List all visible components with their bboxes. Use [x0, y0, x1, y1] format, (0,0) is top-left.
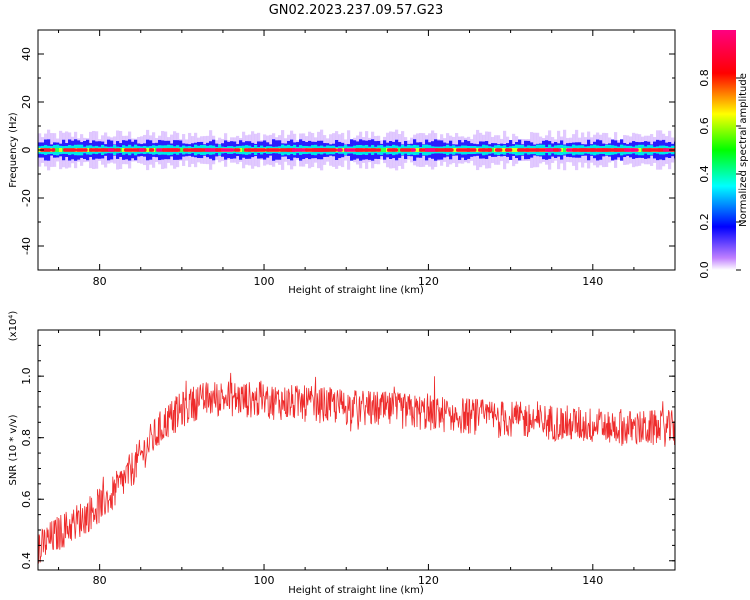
band-core-cell [416, 148, 420, 152]
top-y-tick-label: 0 [20, 147, 33, 154]
colorbar: 0.0 0.2 0.4 0.6 0.8 Normalized spectral ampl… [698, 30, 749, 279]
snr-series-line [38, 372, 675, 564]
colorbar-ticks: 0.0 0.2 0.4 0.6 0.8 [698, 69, 741, 279]
band-peak-cell [505, 148, 513, 152]
snr-line-layer [38, 372, 675, 564]
band-core-cell [242, 148, 246, 152]
band-core-cell [380, 148, 384, 152]
band-peak-cell [487, 148, 493, 152]
bottom-plot-frame [37, 329, 676, 571]
band-core-cell [515, 148, 519, 152]
top-x-tick-label: 80 [93, 275, 107, 288]
band-core-cell [512, 148, 516, 152]
band-peak-cell [149, 148, 155, 152]
band-peak-cell [553, 148, 559, 152]
bottom-x-axis-label: Height of straight line (km) [288, 585, 424, 596]
band-core-cell [638, 148, 642, 152]
band-core-cell [383, 148, 387, 152]
top-axis-ticks: 80 100 120 140 -40 -20 0 20 40 [20, 29, 676, 288]
band-core-cell [476, 148, 480, 152]
bottom-y-tick-label: 1.0 [20, 367, 33, 385]
bottom-y-tick-label: 0.6 [20, 490, 33, 508]
bottom-axis-ticks: 80 100 120 140 0.4 0.6 0.8 1.0 [20, 330, 676, 587]
colorbar-label: Normalized spectral amplitude [738, 73, 749, 227]
band-peak-cell [221, 148, 235, 152]
band-peak-cell [411, 148, 416, 152]
band-peak-cell [466, 148, 477, 152]
colorbar-tick-label: 0.2 [698, 213, 711, 231]
bottom-y-tick-label: 0.4 [20, 552, 33, 570]
band-peak-cell [76, 148, 85, 152]
band-core-cell [56, 148, 60, 152]
top-x-tick-label: 120 [418, 275, 439, 288]
band-core-cell [560, 148, 564, 152]
band-peak-cell [139, 148, 145, 152]
top-x-axis-label: Height of straight line (km) [288, 285, 424, 296]
top-x-tick-label: 140 [582, 275, 603, 288]
top-x-tick-label: 100 [254, 275, 275, 288]
band-peak-cell [495, 148, 503, 152]
band-peak-cell [596, 148, 609, 152]
band-peak-cell [171, 148, 180, 152]
band-peak-cell [257, 148, 267, 152]
band-peak-cell [244, 148, 260, 152]
band-peak-cell [292, 148, 309, 152]
band-peak-cell [630, 148, 636, 152]
spectrogram-band [38, 129, 675, 171]
bottom-y-scale-note: (x10⁴) [8, 311, 19, 342]
band-core-cell [503, 148, 507, 152]
band-peak-cell [444, 148, 452, 152]
colorbar-tick-label: 0.8 [698, 69, 711, 87]
band-peak-cell [327, 148, 337, 152]
bottom-x-tick-label: 120 [418, 574, 439, 587]
band-peak-cell [40, 148, 52, 152]
colorbar-gradient [712, 30, 736, 270]
band-core-cell [122, 148, 126, 152]
snr-panel: 80 100 120 140 0.4 0.6 0.8 1.0 Height of straig… [8, 311, 676, 596]
band-core-cell [491, 148, 495, 152]
band-peak-cell [63, 148, 77, 152]
band-peak-cell [124, 148, 134, 152]
band-peak-cell [266, 148, 280, 152]
colorbar-tick-label: 0.6 [698, 117, 711, 135]
bottom-x-tick-label: 100 [254, 574, 275, 587]
band-core-cell [179, 148, 183, 152]
band-peak-cell [400, 148, 415, 152]
band-peak-cell [376, 148, 381, 152]
top-y-tick-label: -20 [20, 189, 33, 207]
band-peak-cell [108, 148, 114, 152]
band-peak-cell [365, 148, 377, 152]
band-peak-cell [525, 148, 538, 152]
band-core-cell [563, 148, 567, 152]
colorbar-tick-label: 0.0 [698, 261, 711, 279]
band-peak-cell [234, 148, 241, 152]
top-y-tick-label: -40 [20, 237, 33, 255]
band-peak-cell [337, 148, 343, 152]
bottom-y-tick-label: 0.8 [20, 429, 33, 447]
band-peak-cell [51, 148, 56, 152]
top-y-axis-label: Frequency (Hz) [8, 112, 19, 188]
band-peak-cell [657, 148, 662, 152]
bottom-y-axis-label: SNR (10 * v/v) [8, 414, 19, 485]
spectrogram-panel: 80 100 120 140 -40 -20 0 20 40 Height of straigh… [8, 29, 676, 296]
bottom-x-tick-label: 140 [582, 574, 603, 587]
bottom-x-tick-label: 80 [93, 574, 107, 587]
chart-title: GN02.2023.237.09.57.G23 [269, 3, 444, 18]
band-core-cell [398, 148, 402, 152]
band-peak-cell [115, 148, 121, 152]
top-y-tick-label: 40 [20, 47, 33, 61]
band-peak-cell [83, 148, 88, 152]
band-core-cell [146, 148, 150, 152]
band-core-cell [239, 148, 243, 152]
band-peak-cell [317, 148, 330, 152]
band-peak-cell [355, 148, 368, 152]
colorbar-tick-label: 0.4 [698, 165, 711, 183]
top-y-tick-label: 20 [20, 95, 33, 109]
band-peak-cell [89, 148, 106, 152]
band-peak-cell [387, 148, 399, 152]
band-core-cell [59, 148, 63, 152]
